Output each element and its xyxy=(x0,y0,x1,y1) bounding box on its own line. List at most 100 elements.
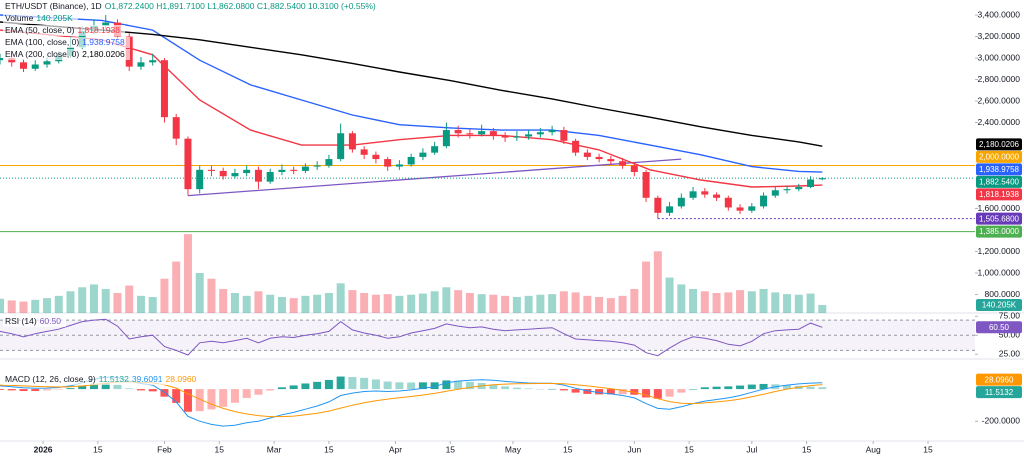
macd-histogram-bar xyxy=(54,389,63,390)
macd-histogram-bar xyxy=(606,389,615,395)
legend-ema200: EMA (200, close, 0) 2,180.0206 xyxy=(3,49,130,60)
volume-bar xyxy=(595,297,604,313)
volume-bar xyxy=(89,284,98,313)
y-tick-label: 2,400.0000 xyxy=(977,117,1020,127)
price-badge-label: 28.0960 xyxy=(985,375,1014,384)
macd-histogram-bar xyxy=(536,388,545,390)
macd-histogram-bar xyxy=(313,381,322,390)
macd-histogram-bar xyxy=(642,389,651,398)
legend-value: 39.6091 xyxy=(131,374,163,384)
volume-bar xyxy=(195,273,204,313)
price-badge xyxy=(976,321,1022,334)
legend-volume: Volume 140.205K xyxy=(3,13,78,24)
macd-histogram-bar xyxy=(395,382,404,390)
volume-bar xyxy=(818,304,827,313)
rsi-line xyxy=(0,318,823,357)
candle-body xyxy=(231,173,239,177)
volume-bar xyxy=(489,294,498,313)
volume-bar xyxy=(324,293,333,313)
volume-bar xyxy=(583,295,592,313)
rsi-tick-label: 50.00 xyxy=(999,329,1021,339)
macd-histogram-bar xyxy=(195,389,204,412)
candle-body xyxy=(595,156,603,160)
x-tick-label: 15 xyxy=(93,444,103,454)
macd-histogram-bar xyxy=(783,385,792,390)
macd-histogram-bar xyxy=(242,389,251,398)
price-badge-label: 2,000.0000 xyxy=(979,153,1020,162)
candle-body xyxy=(607,159,615,162)
price-badge xyxy=(976,188,1022,201)
volume-bar xyxy=(160,278,169,313)
candle-body xyxy=(630,165,638,172)
y-tick-label: 2,800.0000 xyxy=(977,74,1020,84)
price-badge xyxy=(976,386,1022,399)
macd-histogram-bar xyxy=(78,385,87,390)
macd-histogram-bar xyxy=(324,379,333,390)
macd-histogram-bar xyxy=(266,389,275,391)
y-tick-label: 3,200.0000 xyxy=(977,31,1020,41)
candle-body xyxy=(19,62,27,69)
volume-bar xyxy=(724,292,733,313)
volume-bar xyxy=(524,295,533,313)
candle-body xyxy=(513,136,521,138)
ohlc-values: O1,872.2400 H1,891.7100 L1,862.0800 C1,8… xyxy=(104,1,376,11)
volume-bar xyxy=(66,291,75,313)
legend-name: Volume xyxy=(5,13,34,23)
macd-histogram-bar xyxy=(700,387,709,390)
candle-body xyxy=(0,58,4,61)
volume-bar xyxy=(689,289,698,313)
volume-bar xyxy=(653,251,662,313)
macd-histogram-bar xyxy=(512,387,521,390)
y-tick-label: 1,200.0000 xyxy=(977,246,1020,256)
volume-bar xyxy=(630,289,639,313)
volume-bar xyxy=(430,291,439,313)
macd-histogram-bar xyxy=(136,389,145,391)
x-tick-label: 15 xyxy=(215,444,225,454)
volume-bar xyxy=(31,299,40,313)
volume-bar xyxy=(219,289,228,313)
price-badge xyxy=(976,298,1022,311)
candle-body xyxy=(8,58,16,63)
candle-body xyxy=(348,133,356,150)
volume-bar xyxy=(712,293,721,313)
volume-bar xyxy=(548,294,557,313)
y-tick-label: 3,400.0000 xyxy=(977,9,1020,19)
price-badge-label: 1,882.5400 xyxy=(979,178,1020,187)
macd-histogram-bar xyxy=(747,384,756,390)
candle-body xyxy=(43,61,51,65)
volume-bar xyxy=(207,278,216,313)
x-tick-label: Apr xyxy=(389,444,402,454)
macd-histogram-bar xyxy=(66,388,75,390)
candle-body xyxy=(724,197,732,208)
macd-histogram-bar xyxy=(219,389,228,407)
price-badge-label: 1,385.0000 xyxy=(979,227,1020,236)
legend-value: 140.205K xyxy=(36,13,73,23)
macd-histogram-bar xyxy=(759,383,768,390)
volume-bar xyxy=(54,295,63,313)
volume-bar xyxy=(677,284,686,313)
price-badge-label: 1,505.6800 xyxy=(979,214,1020,223)
legend-name: EMA (100, close, 0) xyxy=(5,37,80,47)
x-tick-label: Jul xyxy=(746,444,757,454)
macd-histogram-bar xyxy=(383,381,392,390)
volume-bar xyxy=(606,298,615,313)
volume-bar xyxy=(348,290,357,313)
volume-bar xyxy=(101,289,110,313)
ema-line xyxy=(0,14,823,173)
volume-bar xyxy=(360,293,369,313)
volume-bar xyxy=(336,283,345,313)
volume-bar xyxy=(172,261,181,313)
candle-body xyxy=(783,189,791,191)
macd-histogram-bar xyxy=(418,382,427,390)
volume-bar xyxy=(289,298,298,313)
candle-body xyxy=(548,130,556,133)
volume-bar xyxy=(242,295,251,313)
macd-histogram-bar xyxy=(89,383,98,390)
candle-body xyxy=(713,194,721,198)
macd-histogram-bar xyxy=(665,389,674,397)
macd-histogram-bar xyxy=(172,389,181,403)
x-tick-label: 15 xyxy=(802,444,812,454)
macd-histogram-bar xyxy=(501,386,510,390)
candle-body xyxy=(666,206,674,213)
volume-bar xyxy=(407,294,416,313)
